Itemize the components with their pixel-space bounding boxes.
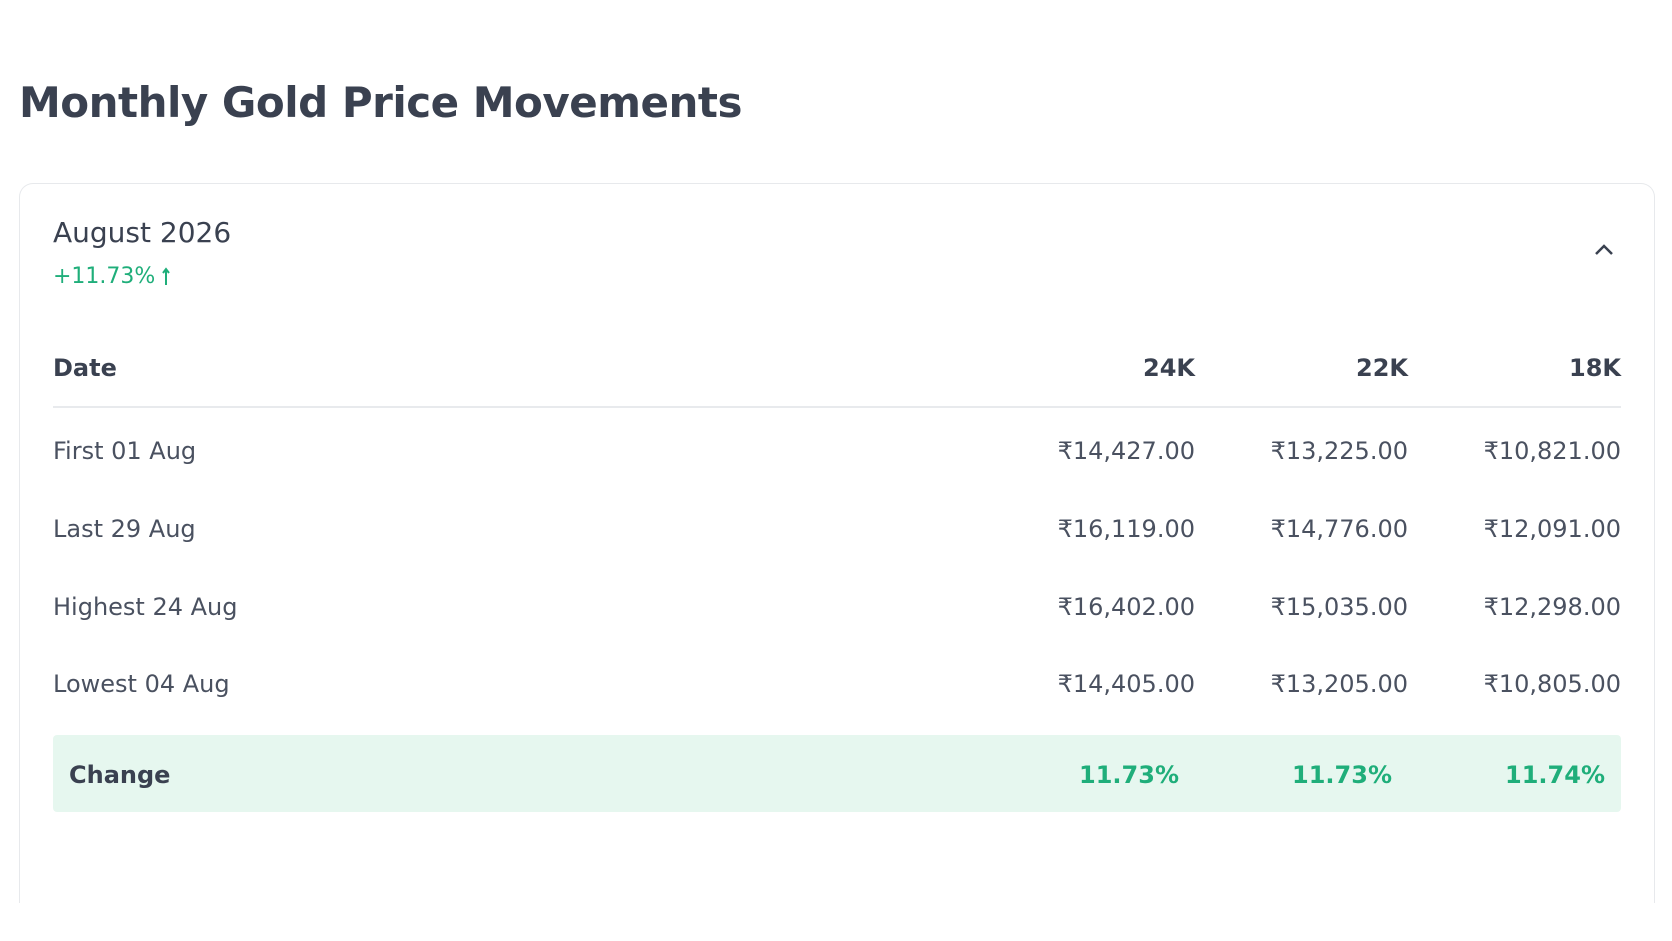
- header-divider: [53, 406, 1621, 408]
- price-cell: ₹10,821.00: [1483, 437, 1621, 465]
- change-value: 11.74%: [1505, 761, 1605, 789]
- price-cell: ₹12,091.00: [1483, 515, 1621, 543]
- change-row-background: [53, 735, 1621, 812]
- column-header: 18K: [1569, 354, 1621, 382]
- change-text: +11.73%: [53, 264, 156, 289]
- price-cell: ₹16,119.00: [1057, 515, 1195, 543]
- collapse-toggle[interactable]: [1592, 242, 1616, 258]
- month-change: +11.73%: [53, 264, 171, 289]
- month-label: August 2026: [53, 216, 232, 249]
- price-cell: ₹16,402.00: [1057, 593, 1195, 621]
- change-label: Change: [69, 761, 171, 789]
- price-cell: ₹14,776.00: [1270, 515, 1408, 543]
- change-value: 11.73%: [1079, 761, 1179, 789]
- price-cell: ₹13,205.00: [1270, 670, 1408, 698]
- page-title: Monthly Gold Price Movements: [19, 78, 742, 127]
- column-header: 22K: [1356, 354, 1408, 382]
- price-cell: ₹12,298.00: [1483, 593, 1621, 621]
- change-value: 11.73%: [1292, 761, 1392, 789]
- month-card: August 2026 +11.73%: [19, 183, 1655, 903]
- row-label: Highest 24 Aug: [53, 593, 238, 621]
- column-header: 24K: [1143, 354, 1195, 382]
- row-label: First 01 Aug: [53, 437, 197, 465]
- row-label: Lowest 04 Aug: [53, 670, 230, 698]
- price-cell: ₹15,035.00: [1270, 593, 1408, 621]
- price-cell: ₹14,405.00: [1057, 670, 1195, 698]
- column-header: Date: [53, 354, 117, 382]
- price-cell: ₹14,427.00: [1057, 437, 1195, 465]
- row-label: Last 29 Aug: [53, 515, 196, 543]
- price-cell: ₹13,225.00: [1270, 437, 1408, 465]
- price-cell: ₹10,805.00: [1483, 670, 1621, 698]
- up-arrow-icon: [162, 266, 171, 285]
